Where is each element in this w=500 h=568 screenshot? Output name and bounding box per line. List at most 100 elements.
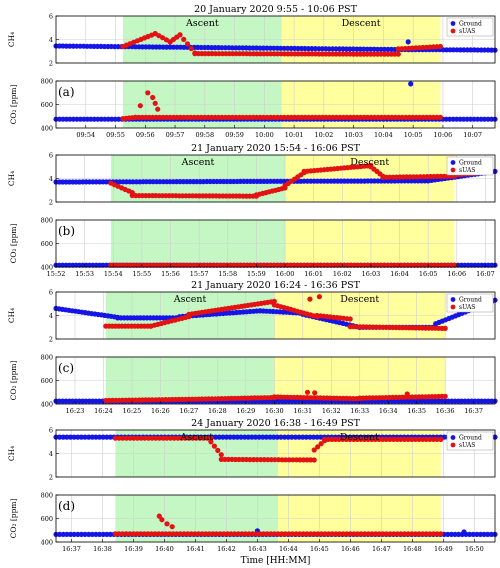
suas-point bbox=[437, 114, 443, 120]
suas-point bbox=[340, 436, 346, 442]
legend-suas-marker bbox=[450, 304, 456, 310]
suas-point bbox=[307, 296, 313, 302]
y-tick-label: 4 bbox=[49, 36, 53, 44]
suas-series bbox=[103, 389, 448, 404]
x-tick-label: 16:36 bbox=[436, 407, 455, 415]
suas-point bbox=[380, 436, 386, 442]
suas-point bbox=[123, 531, 129, 537]
ground-point bbox=[477, 531, 484, 538]
suas-point bbox=[275, 531, 281, 537]
ground-point bbox=[107, 434, 113, 440]
ground-point bbox=[263, 434, 269, 440]
x-tick-label: 16:41 bbox=[186, 545, 205, 553]
suas-point bbox=[420, 436, 426, 442]
x-tick-label: 16:38 bbox=[93, 545, 112, 553]
ground-point bbox=[213, 434, 219, 440]
y-tick-label: 600 bbox=[41, 515, 53, 523]
ground-point bbox=[86, 531, 92, 538]
suas-point bbox=[430, 436, 437, 442]
suas-point bbox=[391, 531, 397, 537]
panel-label: (c) bbox=[58, 361, 74, 375]
suas-point bbox=[138, 531, 144, 537]
suas-point bbox=[401, 436, 408, 442]
suas-point bbox=[361, 436, 368, 442]
legend-ground-marker bbox=[450, 297, 456, 302]
legend-suas-label: sUAS bbox=[459, 28, 475, 35]
ch4-ylabel: CH₄ bbox=[7, 308, 16, 323]
suas-point bbox=[365, 531, 372, 537]
suas-point bbox=[387, 436, 393, 442]
y-tick-label: 400 bbox=[41, 124, 53, 132]
suas-point bbox=[311, 457, 317, 463]
ascent-label: Ascent bbox=[173, 294, 207, 305]
x-tick-label: 15:53 bbox=[75, 270, 94, 278]
suas-point bbox=[442, 325, 448, 331]
suas-point bbox=[211, 443, 217, 449]
suas-point bbox=[394, 531, 400, 537]
x-tick-label: 16:32 bbox=[322, 407, 341, 415]
x-tick-label: 15:58 bbox=[218, 270, 237, 278]
ground-point bbox=[285, 434, 291, 440]
suas-point bbox=[160, 435, 166, 441]
suas-point bbox=[391, 436, 397, 442]
x-tick-label: 16:29 bbox=[236, 407, 255, 415]
y-tick-label: 600 bbox=[41, 240, 53, 248]
suas-point bbox=[329, 531, 335, 537]
ground-point bbox=[488, 531, 494, 538]
suas-point bbox=[258, 457, 264, 463]
suas-point bbox=[185, 531, 191, 537]
suas-point bbox=[134, 435, 140, 441]
x-tick-label: 16:42 bbox=[217, 545, 236, 553]
ground-point bbox=[260, 434, 266, 440]
suas-series bbox=[120, 90, 443, 122]
x-tick-label: 16:00 bbox=[276, 270, 295, 278]
x-tick-label: 10:04 bbox=[374, 131, 393, 139]
ground-point bbox=[303, 434, 309, 440]
suas-point bbox=[286, 457, 292, 463]
suas-point bbox=[175, 435, 181, 441]
x-tick-label: 16:50 bbox=[465, 545, 484, 553]
ground-point bbox=[282, 434, 288, 440]
suas-point bbox=[192, 531, 198, 537]
y-tick-label: 800 bbox=[41, 353, 53, 361]
ground-point bbox=[314, 434, 320, 440]
suas-point bbox=[215, 447, 221, 453]
x-tick-label: 16:37 bbox=[62, 545, 81, 553]
ground-point bbox=[82, 531, 88, 538]
suas-point bbox=[347, 316, 353, 322]
ground-point bbox=[470, 531, 476, 538]
legend-box bbox=[446, 156, 494, 176]
descent-label: Descent bbox=[350, 157, 389, 168]
suas-point bbox=[164, 435, 170, 441]
x-tick-label: 16:05 bbox=[419, 270, 438, 278]
ground-point bbox=[104, 434, 110, 440]
suas-point bbox=[290, 457, 296, 463]
suas-point bbox=[167, 531, 173, 537]
suas-point bbox=[300, 457, 307, 463]
suas-point bbox=[257, 531, 263, 537]
x-tick-label: 16:39 bbox=[124, 545, 143, 553]
x-tick-label: 10:03 bbox=[344, 131, 363, 139]
suas-point bbox=[208, 435, 214, 441]
suas-point bbox=[160, 35, 166, 41]
ground-point bbox=[67, 531, 74, 538]
suas-point bbox=[193, 435, 199, 441]
x-tick-label: 10:00 bbox=[255, 131, 274, 139]
legend-ground-label: Ground bbox=[459, 21, 482, 28]
suas-point bbox=[204, 435, 210, 441]
legend-suas-marker bbox=[450, 28, 456, 34]
y-tick-label: 800 bbox=[41, 491, 53, 499]
legend-suas-marker bbox=[450, 442, 456, 448]
y-tick-label: 600 bbox=[41, 101, 53, 109]
suas-point bbox=[120, 435, 126, 441]
ground-point bbox=[445, 531, 451, 538]
suas-point bbox=[373, 531, 379, 537]
ground-point bbox=[452, 531, 458, 538]
x-tick-label: 09:57 bbox=[166, 131, 185, 139]
suas-point bbox=[318, 441, 324, 447]
legend-ground-label: Ground bbox=[459, 297, 482, 304]
suas-point bbox=[116, 435, 122, 441]
ground-point bbox=[474, 531, 480, 538]
suas-point bbox=[137, 103, 143, 109]
suas-point bbox=[369, 436, 375, 442]
